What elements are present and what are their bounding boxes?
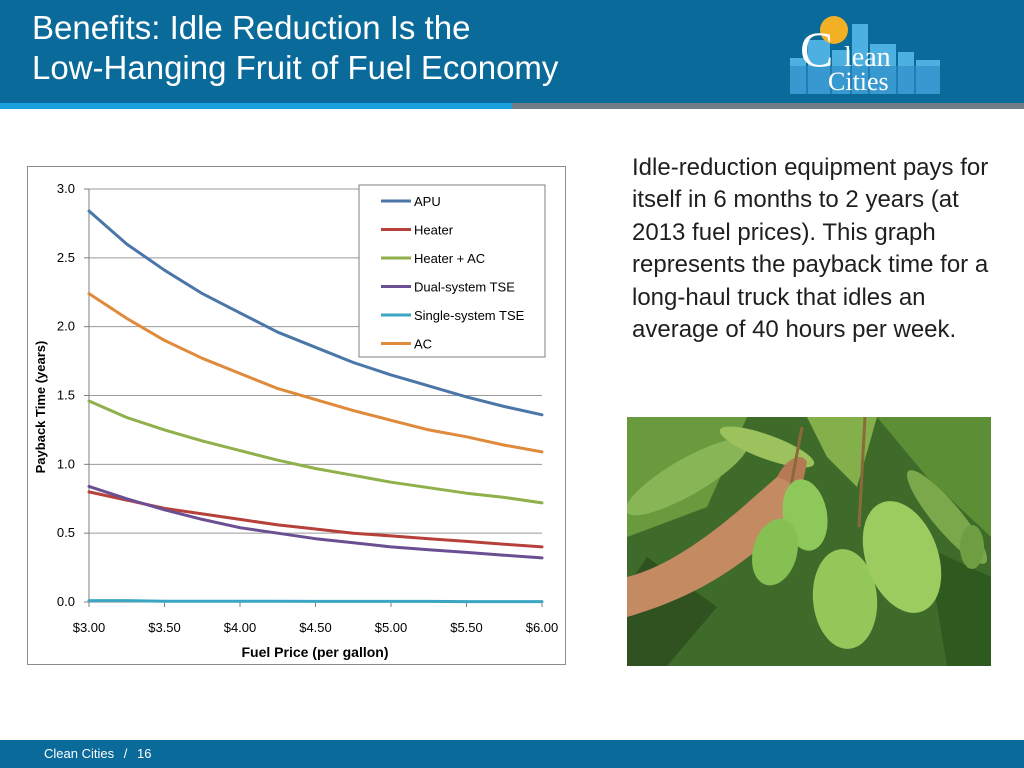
y-tick-label: 0.0 bbox=[57, 594, 75, 609]
legend-box bbox=[358, 184, 546, 358]
x-tick-label: $5.50 bbox=[450, 620, 483, 635]
slide-title: Benefits: Idle Reduction Is the Low-Hang… bbox=[32, 8, 732, 88]
series-line-ac bbox=[87, 292, 544, 454]
clean-cities-logo: C lean Cities bbox=[790, 16, 940, 96]
legend-label-heater: Heater bbox=[414, 223, 454, 238]
x-tick-label: $3.50 bbox=[148, 620, 181, 635]
y-tick-label: 1.0 bbox=[57, 456, 75, 471]
footer-page-number: 16 bbox=[136, 746, 152, 761]
legend-label-single-system-tse: Single-system TSE bbox=[414, 308, 525, 323]
logo-word-cities: Cities bbox=[828, 67, 889, 96]
logo-letter-c: C bbox=[800, 21, 833, 77]
series-line-dual-system-tse bbox=[87, 484, 544, 560]
logo-word-lean: lean bbox=[844, 42, 891, 73]
header-divider-accent bbox=[0, 103, 512, 109]
series-line-heater-ac bbox=[87, 399, 544, 505]
legend-label-heater-ac: Heater + AC bbox=[414, 251, 485, 266]
description-text: Idle-reduction equipment pays for itself… bbox=[632, 154, 989, 344]
footer-text: Clean Cities / 16 bbox=[44, 746, 157, 762]
chart-legend: APU Heater Heater + AC Dual-system TSE Singl… bbox=[358, 184, 546, 358]
chart-axes: 0.0 0.5 1.0 1.5 2.0 2.5 3.0 $3.00 $3.50 $4.00 $4.5… bbox=[57, 181, 558, 635]
x-tick-label: $4.50 bbox=[299, 620, 332, 635]
x-tick-label: $5.00 bbox=[375, 620, 408, 635]
footer-org: Clean Cities bbox=[44, 746, 115, 761]
x-tick-label: $4.00 bbox=[224, 620, 257, 635]
payback-chart-plot: 0.0 0.5 1.0 1.5 2.0 2.5 3.0 $3.00 $3.50 $4.00 $4.5… bbox=[33, 181, 558, 660]
legend-label-ac: AC bbox=[414, 337, 432, 352]
y-tick-label: 3.0 bbox=[57, 181, 75, 196]
legend-label-dual-system-tse: Dual-system TSE bbox=[414, 280, 515, 295]
x-tick-label: $6.00 bbox=[526, 620, 559, 635]
y-tick-label: 2.5 bbox=[57, 250, 75, 265]
header-divider bbox=[0, 103, 1024, 109]
mango-photo bbox=[627, 417, 991, 666]
slide-title-line-1: Benefits: Idle Reduction Is the bbox=[32, 9, 471, 46]
chart-series bbox=[87, 209, 544, 604]
legend-label-apu: APU bbox=[414, 194, 441, 209]
payback-chart: 0.0 0.5 1.0 1.5 2.0 2.5 3.0 $3.00 $3.50 $4.00 $4.5… bbox=[27, 166, 566, 665]
x-axis-label: Fuel Price (per gallon) bbox=[241, 644, 388, 660]
y-tick-label: 2.0 bbox=[57, 319, 75, 334]
series-line-apu bbox=[87, 209, 544, 417]
footer-bar bbox=[0, 740, 1024, 768]
y-tick-label: 1.5 bbox=[57, 388, 75, 403]
x-tick-label: $3.00 bbox=[73, 620, 106, 635]
footer-separator: / bbox=[123, 746, 128, 761]
series-line-single-system-tse bbox=[87, 599, 544, 604]
y-tick-label: 0.5 bbox=[57, 525, 75, 540]
y-axis-label: Payback Time (years) bbox=[33, 341, 48, 474]
slide-title-line-2: Low-Hanging Fruit of Fuel Economy bbox=[32, 49, 559, 86]
